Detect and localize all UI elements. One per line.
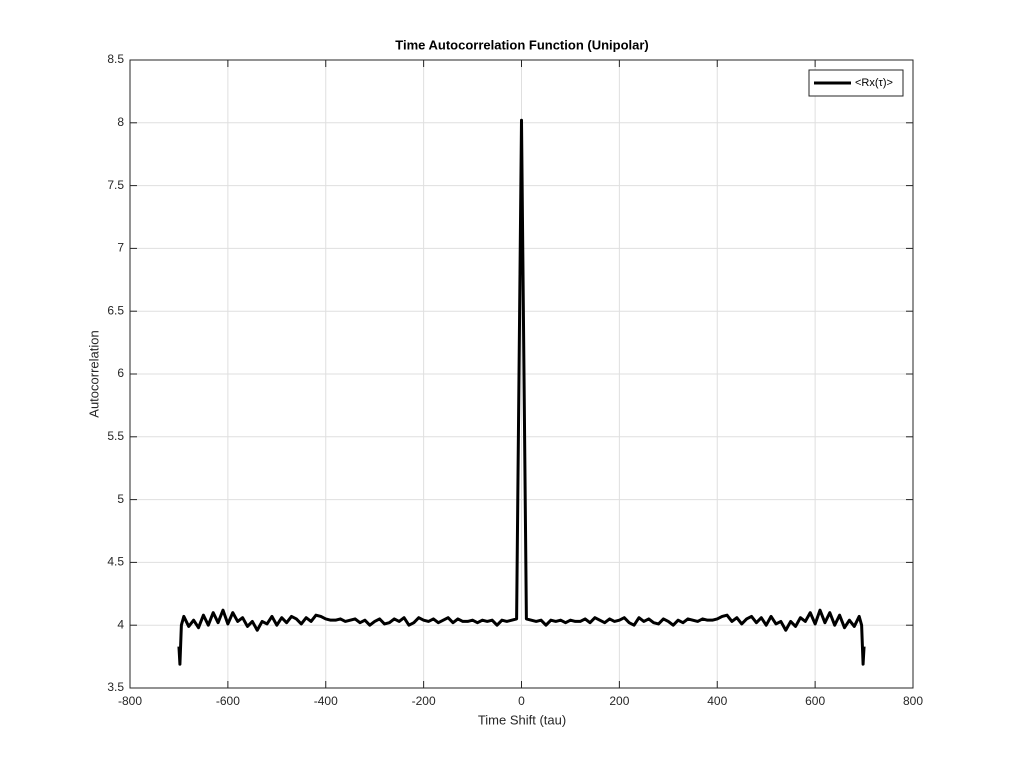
chart-title: Time Autocorrelation Function (Unipolar)	[395, 37, 649, 52]
x-axis-label: Time Shift (tau)	[478, 712, 566, 727]
x-tick-label: 200	[609, 694, 629, 708]
x-tick-label: 800	[903, 694, 923, 708]
y-tick-label: 4.5	[107, 555, 124, 569]
x-tick-label: 600	[805, 694, 825, 708]
x-tick-label: 0	[518, 694, 525, 708]
y-axis-label: Autocorrelation	[86, 330, 101, 417]
y-tick-label: 5.5	[107, 429, 124, 443]
x-tick-label: -600	[216, 694, 240, 708]
x-tick-label: 400	[707, 694, 727, 708]
y-tick-label: 3.5	[107, 680, 124, 694]
y-tick-label: 8	[117, 115, 124, 129]
x-tick-label: -400	[314, 694, 338, 708]
legend-label: <Rx(τ)>	[855, 77, 893, 89]
y-tick-label: 6.5	[107, 303, 124, 317]
y-tick-label: 5	[117, 492, 124, 506]
x-tick-label: -200	[412, 694, 436, 708]
plot-frame	[129, 59, 914, 689]
x-tick-label: -800	[118, 694, 142, 708]
y-tick-label: 8.5	[107, 52, 124, 66]
y-tick-label: 7.5	[107, 178, 124, 192]
y-tick-label: 6	[117, 366, 124, 380]
y-tick-label: 4	[117, 617, 124, 631]
y-tick-label: 7	[117, 241, 124, 255]
data-line	[177, 118, 866, 666]
